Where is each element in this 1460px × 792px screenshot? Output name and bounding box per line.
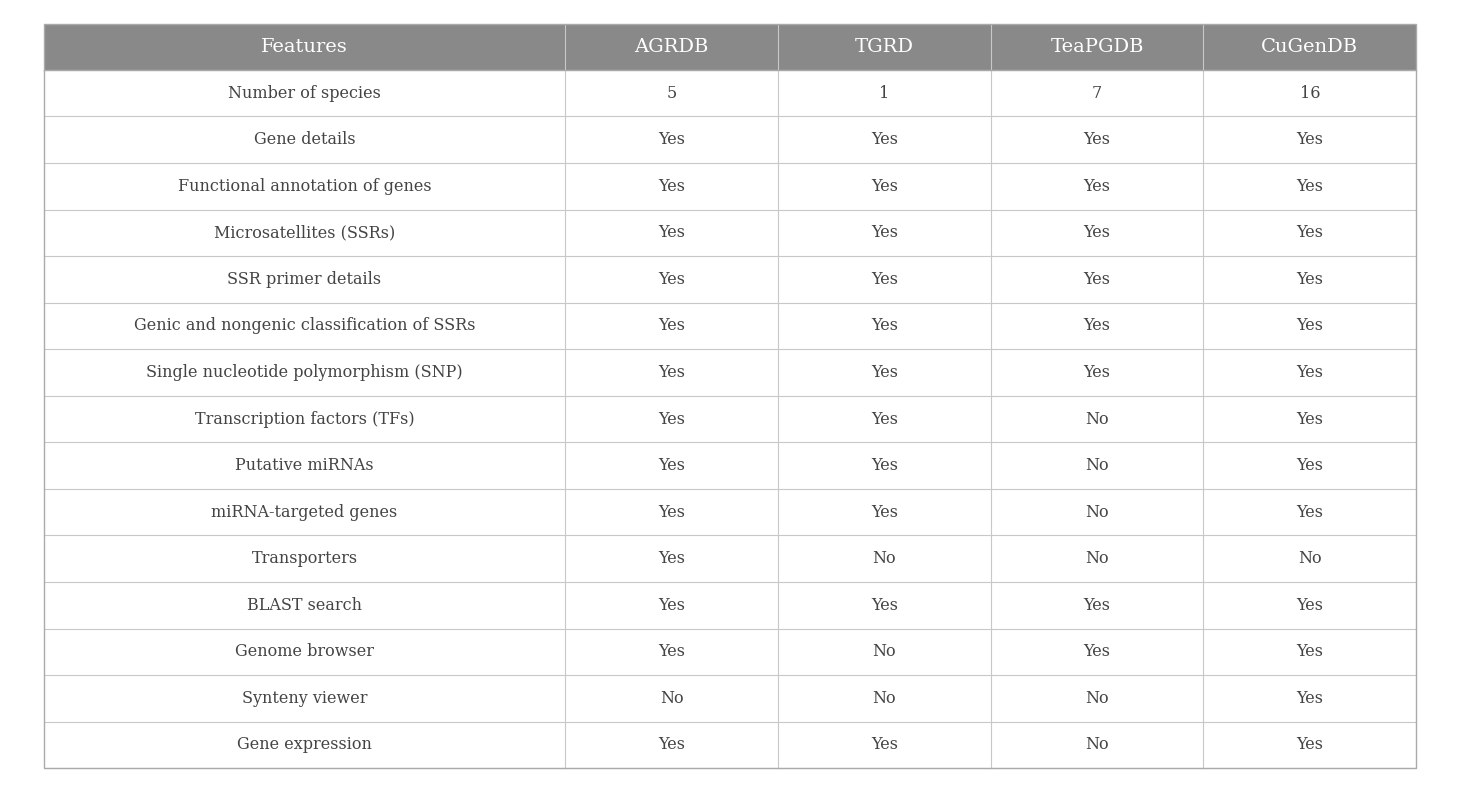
Text: No: No bbox=[1298, 550, 1321, 567]
Text: Yes: Yes bbox=[658, 178, 685, 195]
Text: Yes: Yes bbox=[872, 737, 898, 753]
Text: Yes: Yes bbox=[658, 224, 685, 242]
Text: Yes: Yes bbox=[1296, 364, 1323, 381]
Text: No: No bbox=[660, 690, 683, 707]
Bar bbox=[44, 675, 1416, 722]
Text: Gene details: Gene details bbox=[254, 131, 355, 148]
Text: CuGenDB: CuGenDB bbox=[1261, 38, 1358, 56]
Text: Yes: Yes bbox=[658, 364, 685, 381]
Bar bbox=[44, 349, 1416, 396]
Text: SSR primer details: SSR primer details bbox=[228, 271, 381, 288]
Bar bbox=[44, 396, 1416, 443]
Text: Yes: Yes bbox=[872, 178, 898, 195]
Text: Yes: Yes bbox=[1296, 131, 1323, 148]
Text: Yes: Yes bbox=[872, 364, 898, 381]
Text: Microsatellites (SSRs): Microsatellites (SSRs) bbox=[215, 224, 396, 242]
Text: Yes: Yes bbox=[1296, 318, 1323, 334]
Text: Yes: Yes bbox=[658, 271, 685, 288]
Text: Yes: Yes bbox=[872, 597, 898, 614]
Text: Yes: Yes bbox=[1083, 178, 1111, 195]
Text: No: No bbox=[1085, 737, 1110, 753]
Text: TeaPGDB: TeaPGDB bbox=[1050, 38, 1143, 56]
Bar bbox=[44, 24, 1416, 70]
Text: Yes: Yes bbox=[872, 410, 898, 428]
Bar bbox=[44, 256, 1416, 303]
Text: Synteny viewer: Synteny viewer bbox=[242, 690, 368, 707]
Text: Yes: Yes bbox=[1083, 131, 1111, 148]
Text: BLAST search: BLAST search bbox=[247, 597, 362, 614]
Text: Functional annotation of genes: Functional annotation of genes bbox=[178, 178, 431, 195]
Text: Yes: Yes bbox=[872, 318, 898, 334]
Text: Yes: Yes bbox=[658, 597, 685, 614]
Text: 16: 16 bbox=[1299, 85, 1320, 101]
Text: Yes: Yes bbox=[872, 131, 898, 148]
Text: Yes: Yes bbox=[1296, 178, 1323, 195]
Text: Transcription factors (TFs): Transcription factors (TFs) bbox=[194, 410, 415, 428]
Text: Yes: Yes bbox=[658, 643, 685, 661]
Text: Transporters: Transporters bbox=[251, 550, 358, 567]
Text: Genome browser: Genome browser bbox=[235, 643, 374, 661]
Text: 1: 1 bbox=[879, 85, 889, 101]
Text: No: No bbox=[873, 690, 896, 707]
Text: Yes: Yes bbox=[1083, 271, 1111, 288]
Text: Yes: Yes bbox=[1083, 643, 1111, 661]
Text: Genic and nongenic classification of SSRs: Genic and nongenic classification of SSR… bbox=[134, 318, 476, 334]
Text: Yes: Yes bbox=[1296, 410, 1323, 428]
Bar bbox=[44, 303, 1416, 349]
Text: Yes: Yes bbox=[1296, 457, 1323, 474]
Text: Yes: Yes bbox=[1296, 643, 1323, 661]
Text: Features: Features bbox=[261, 38, 347, 56]
Text: Yes: Yes bbox=[658, 457, 685, 474]
Text: AGRDB: AGRDB bbox=[635, 38, 710, 56]
Bar bbox=[44, 629, 1416, 675]
Text: Yes: Yes bbox=[658, 318, 685, 334]
Text: Yes: Yes bbox=[658, 131, 685, 148]
Text: 7: 7 bbox=[1092, 85, 1102, 101]
Bar bbox=[44, 535, 1416, 582]
Text: Yes: Yes bbox=[1296, 597, 1323, 614]
Bar bbox=[44, 489, 1416, 535]
Text: Yes: Yes bbox=[1083, 318, 1111, 334]
Text: 5: 5 bbox=[667, 85, 677, 101]
Bar bbox=[44, 722, 1416, 768]
Text: No: No bbox=[1085, 550, 1110, 567]
Text: Yes: Yes bbox=[872, 504, 898, 520]
Text: Yes: Yes bbox=[1296, 271, 1323, 288]
Text: Yes: Yes bbox=[1083, 224, 1111, 242]
Text: No: No bbox=[873, 643, 896, 661]
Text: Gene expression: Gene expression bbox=[237, 737, 372, 753]
Bar bbox=[44, 443, 1416, 489]
Text: No: No bbox=[873, 550, 896, 567]
Text: No: No bbox=[1085, 457, 1110, 474]
Text: Yes: Yes bbox=[1296, 737, 1323, 753]
Bar bbox=[44, 163, 1416, 210]
Text: Yes: Yes bbox=[658, 550, 685, 567]
Text: No: No bbox=[1085, 690, 1110, 707]
Text: Single nucleotide polymorphism (SNP): Single nucleotide polymorphism (SNP) bbox=[146, 364, 463, 381]
Text: No: No bbox=[1085, 410, 1110, 428]
Text: No: No bbox=[1085, 504, 1110, 520]
Text: Yes: Yes bbox=[1296, 504, 1323, 520]
Text: Yes: Yes bbox=[1083, 597, 1111, 614]
Text: miRNA-targeted genes: miRNA-targeted genes bbox=[212, 504, 397, 520]
Text: Yes: Yes bbox=[1296, 690, 1323, 707]
Bar bbox=[44, 70, 1416, 116]
Text: Yes: Yes bbox=[658, 504, 685, 520]
Text: Yes: Yes bbox=[872, 271, 898, 288]
Bar bbox=[44, 116, 1416, 163]
Text: Yes: Yes bbox=[872, 224, 898, 242]
Text: Yes: Yes bbox=[1083, 364, 1111, 381]
Text: Yes: Yes bbox=[1296, 224, 1323, 242]
Text: Yes: Yes bbox=[872, 457, 898, 474]
Text: Number of species: Number of species bbox=[228, 85, 381, 101]
Text: TGRD: TGRD bbox=[856, 38, 914, 56]
Text: Putative miRNAs: Putative miRNAs bbox=[235, 457, 374, 474]
Text: Yes: Yes bbox=[658, 737, 685, 753]
Bar bbox=[44, 582, 1416, 629]
Bar bbox=[44, 210, 1416, 256]
Text: Yes: Yes bbox=[658, 410, 685, 428]
